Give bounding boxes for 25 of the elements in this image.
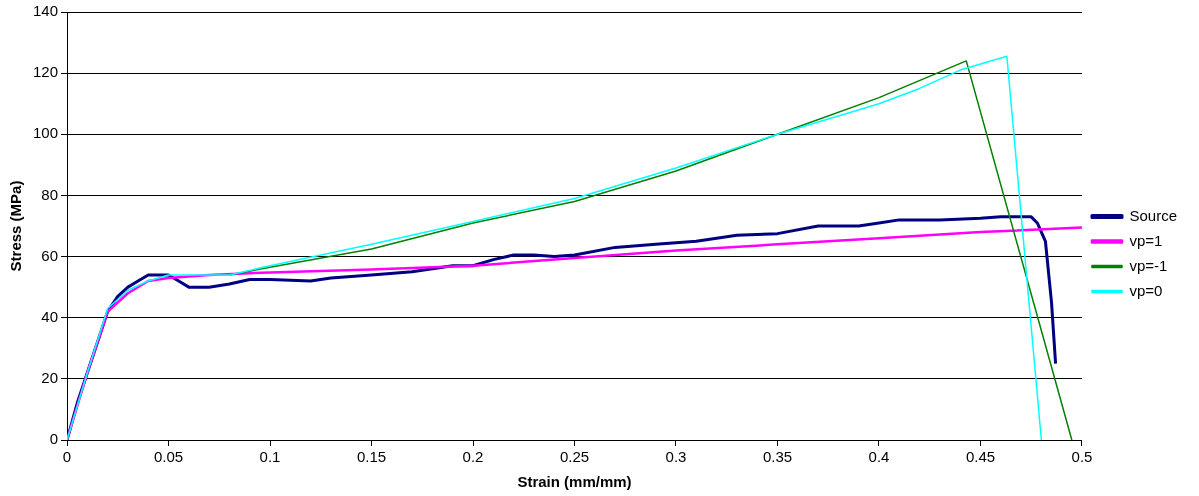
legend-label: vp=0: [1129, 281, 1163, 299]
y-axis-title: Stress (MPa): [7, 180, 25, 272]
y-tick-label: 80: [41, 185, 59, 203]
legend-label: Source: [1129, 206, 1177, 224]
x-tick-label: 0.15: [356, 448, 387, 466]
x-axis-title: Strain (mm/mm): [517, 473, 632, 491]
y-tick-label: 60: [41, 246, 59, 264]
y-tick-label: 100: [33, 124, 59, 142]
x-tick-label: 0.4: [868, 448, 890, 466]
x-tick-label: 0.25: [559, 448, 590, 466]
x-tick-label: 0.45: [965, 448, 996, 466]
x-tick-label: 0.2: [462, 448, 484, 466]
x-tick-label: 0.5: [1071, 448, 1093, 466]
legend-label: vp=1: [1129, 231, 1163, 249]
legend-label: vp=-1: [1129, 256, 1168, 274]
y-tick-label: 20: [41, 369, 59, 386]
x-tick-label: 0.3: [665, 448, 687, 466]
y-tick-label: 140: [33, 2, 59, 20]
y-tick-label: 120: [33, 63, 59, 81]
x-tick-label: 0.05: [153, 448, 184, 466]
x-tick-label: 0.1: [259, 448, 281, 466]
x-tick-label: 0.35: [762, 448, 793, 466]
y-tick-label: 0: [49, 430, 59, 448]
y-tick-label: 40: [41, 307, 59, 325]
x-tick-label: 0: [62, 448, 72, 466]
